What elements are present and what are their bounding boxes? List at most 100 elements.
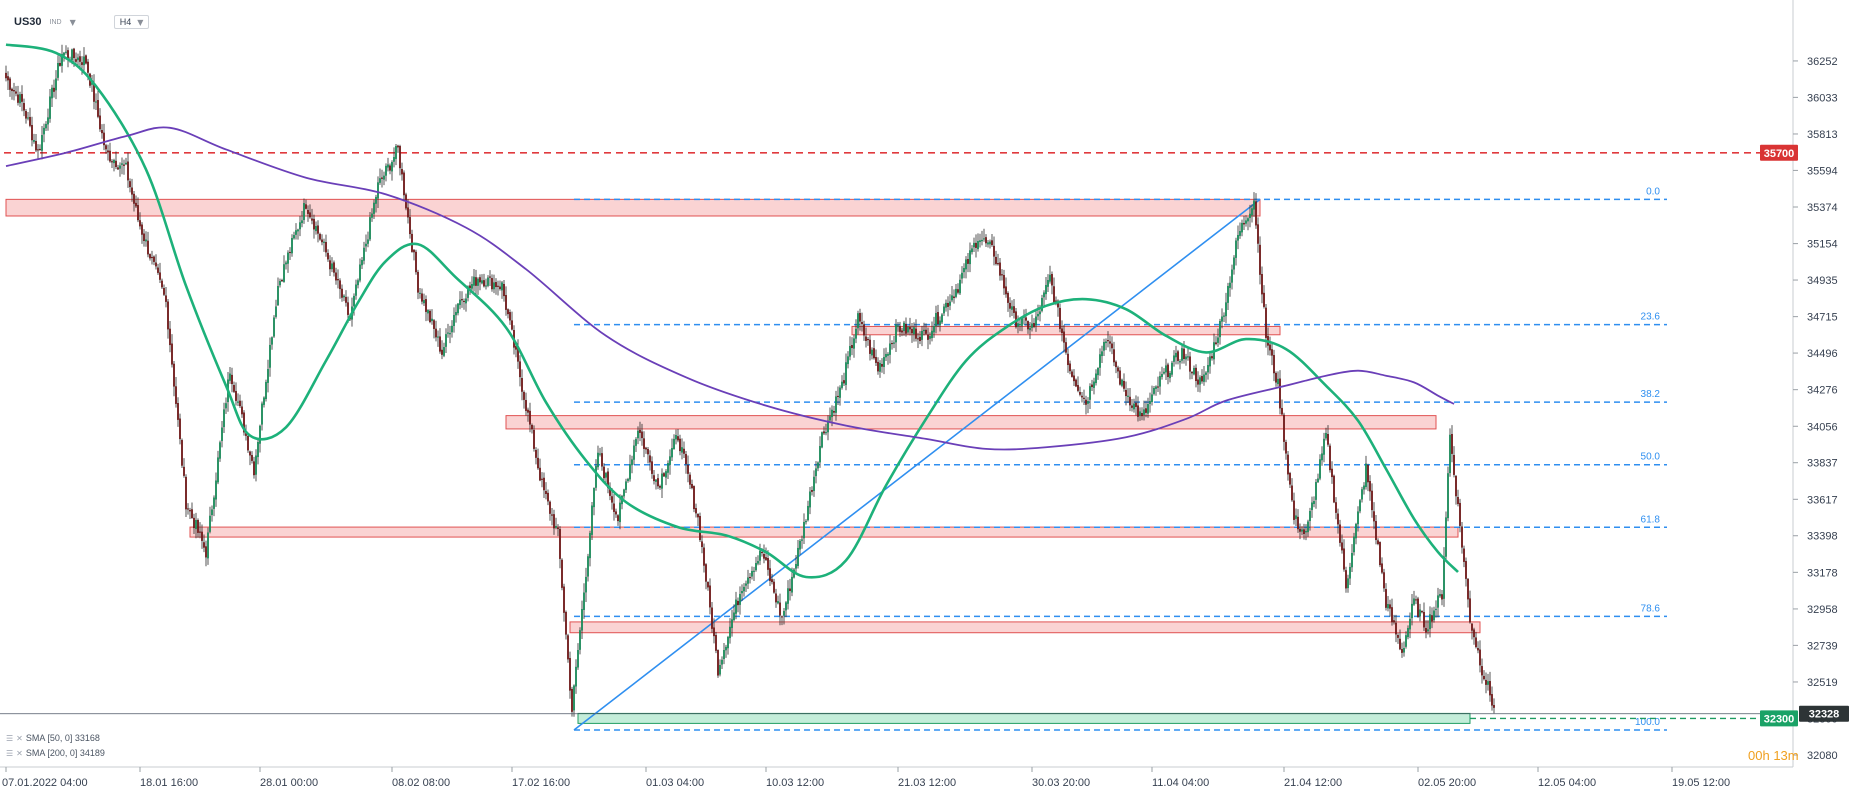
candle-body [669,456,671,465]
candle [1353,532,1355,556]
candle [1355,522,1357,545]
candle-body [1489,681,1491,696]
candle-body [905,323,907,334]
candle [1481,658,1483,684]
candle [883,348,885,375]
candle [423,293,425,307]
candle-body [1439,594,1441,597]
candle [1415,595,1417,605]
candle-body [423,300,425,304]
candle-body [993,245,995,257]
candle [963,263,965,279]
candle [735,591,737,620]
candle [1237,225,1239,250]
candle-body [1365,463,1367,488]
candle [867,336,869,346]
candle-body [1379,542,1381,566]
candle [109,142,111,163]
candle-body [51,87,53,99]
candle [951,286,953,303]
candle-body [389,165,391,171]
candle-body [1279,378,1281,409]
candle [1487,673,1489,691]
candle-body [271,337,273,345]
candle-body [317,225,319,234]
candle [1085,395,1087,415]
candle [783,608,785,625]
candle [1309,507,1311,531]
candle [1317,473,1319,484]
candle [1079,386,1081,397]
candle [1291,478,1293,502]
candle-body [391,162,393,172]
candle [965,256,967,279]
candle-body [1107,340,1109,342]
candle [249,450,251,466]
candle-body [267,369,269,383]
candle-body [873,348,875,359]
price-axis-panel [1793,0,1866,795]
candle-body [1137,405,1139,417]
candle-body [117,167,119,170]
candle-body [1193,367,1195,375]
y-tick-label: 34496 [1807,348,1838,360]
candle [413,248,415,261]
candle-body [1453,455,1455,475]
indicator-remove-icon[interactable]: ✕ [16,748,23,758]
candle-body [81,62,83,65]
candle [83,47,85,72]
candle [1053,277,1055,305]
candle [1127,388,1129,403]
candle-body [1035,316,1037,326]
candle [657,473,659,490]
indicator-settings-icon[interactable]: ☰ [6,733,14,743]
candle-body [1083,397,1085,399]
candle-body [87,61,89,73]
candle-body [933,326,935,333]
candle-body [1053,286,1055,303]
price-axis: 3625236033358133559435374351543493534715… [1793,56,1838,762]
candle-body [1315,482,1317,500]
symbol-dropdown-icon[interactable]: ▼ [69,17,76,27]
legend-sma200[interactable]: ☰ ✕ SMA [200, 0] 34189 [6,748,105,758]
candle [977,233,979,252]
candle-body [477,278,479,286]
current-price-tag-text: 32328 [1809,709,1840,721]
candle-body [67,50,69,59]
candle [1315,479,1317,509]
candle-body [495,282,497,288]
indicator-settings-icon[interactable]: ☰ [6,748,14,758]
candle [1065,337,1067,355]
candle [669,449,671,475]
candle [385,163,387,182]
candle-body [1067,353,1069,366]
candle [999,257,1001,281]
chart-header: US30 IND ▼ H4 ▼ [14,12,150,32]
candle-body [1047,280,1049,287]
candle-body [413,249,415,253]
x-tick-label: 08.02 08:00 [392,777,450,789]
candle [1145,400,1147,418]
candle [507,308,509,319]
indicator-remove-icon[interactable]: ✕ [16,733,23,743]
candle [1465,557,1467,587]
candle-body [849,346,851,357]
candle-body [1219,321,1221,338]
candle [673,434,675,450]
symbol-label[interactable]: US30 [14,16,42,28]
candle-body [1109,341,1111,344]
candle-body [217,457,219,483]
candle [1417,596,1419,618]
candle [957,283,959,295]
candle-body [623,489,625,497]
candle-body [1181,348,1183,361]
candle-body [1325,432,1327,439]
candle-body [647,449,649,455]
candle-body [137,205,139,221]
candle-body [1461,526,1463,548]
timeframe-select[interactable]: H4 ▼ [113,15,150,29]
legend-sma50[interactable]: ☰ ✕ SMA [50, 0] 33168 [6,733,100,743]
candle-body [801,539,803,541]
